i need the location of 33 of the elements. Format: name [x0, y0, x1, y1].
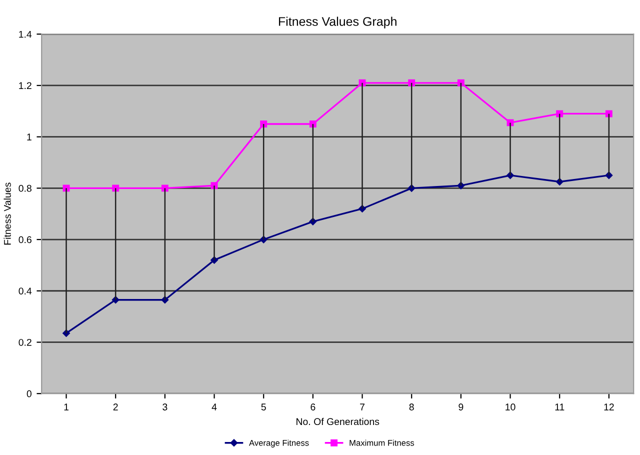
point: [408, 79, 416, 86]
y-tick-label: 0.8: [18, 184, 32, 192]
x-tick-label: 7: [360, 404, 364, 410]
y-tick-label: 0.2: [18, 338, 32, 346]
point: [605, 110, 612, 118]
y-axis-title: Fitness Values: [4, 182, 11, 245]
point: [309, 120, 316, 128]
point: [556, 110, 564, 118]
x-tick-label: 9: [458, 404, 464, 410]
x-tick-label: 5: [261, 404, 266, 410]
point: [260, 120, 268, 128]
point: [161, 184, 168, 192]
x-tick-label: 12: [604, 404, 614, 410]
point: [112, 184, 120, 192]
x-tick-label: 6: [310, 404, 316, 410]
chart-title: Fitness Values Graph: [278, 16, 396, 28]
x-tick-label: 2: [113, 404, 118, 410]
legend-label: Maximum Fitness: [350, 440, 414, 446]
y-tick-label: 0: [26, 390, 32, 398]
y-tick-label: 0.4: [18, 288, 32, 294]
x-axis-title: No. Of Generations: [296, 418, 380, 426]
x-tick-label: 10: [506, 404, 516, 410]
x-tick-label: 8: [409, 404, 414, 410]
y-tick-label: 1.2: [19, 82, 32, 89]
y-tick-label: 1.4: [19, 30, 32, 38]
x-tick-label: 1: [64, 404, 68, 410]
x-tick-label: 3: [162, 404, 168, 410]
x-tick-label: 4: [212, 404, 217, 410]
y-tick-label: 1: [27, 134, 32, 140]
x-tick-label: 11: [555, 404, 564, 410]
legend-label: Average Fitness: [249, 440, 309, 448]
point: [457, 79, 464, 86]
y-tick-label: 0.6: [18, 236, 32, 244]
